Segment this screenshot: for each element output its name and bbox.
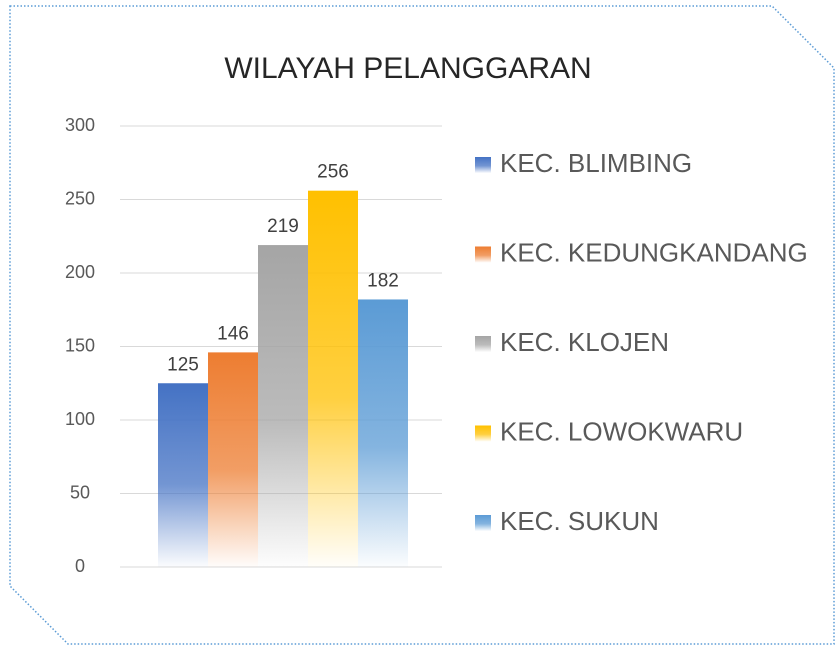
data-label: 182 [367,270,399,291]
bar [158,383,208,567]
chart-frame [9,5,835,645]
y-tick-label: 250 [65,188,95,208]
legend-label: KEC. KEDUNGKANDANG [500,237,808,267]
legend-swatch [475,515,491,531]
legend-label: KEC. KLOJEN [500,327,669,357]
legend-swatch [475,157,491,173]
bar [308,190,358,567]
y-tick-label: 0 [75,556,85,576]
legend-label: KEC. BLIMBING [500,148,692,178]
legend-swatch [475,246,491,263]
chart-title: WILAYAH PELANGGARAN [224,52,591,85]
data-label: 125 [167,354,199,375]
data-label: 219 [267,216,299,237]
legend-swatch [475,336,491,352]
legend-swatch [475,425,491,442]
bar [258,245,308,567]
bar [358,299,408,567]
y-tick-label: 300 [65,115,95,135]
y-tick-label: 100 [65,409,95,429]
y-tick-label: 50 [70,482,90,502]
data-label: 256 [317,162,349,183]
y-tick-label: 150 [65,335,95,355]
legend-label: KEC. SUKUN [500,506,659,536]
data-label: 146 [217,323,249,344]
bar [208,352,258,567]
y-tick-label: 200 [65,262,95,282]
legend-label: KEC. LOWOKWARU [500,416,743,446]
